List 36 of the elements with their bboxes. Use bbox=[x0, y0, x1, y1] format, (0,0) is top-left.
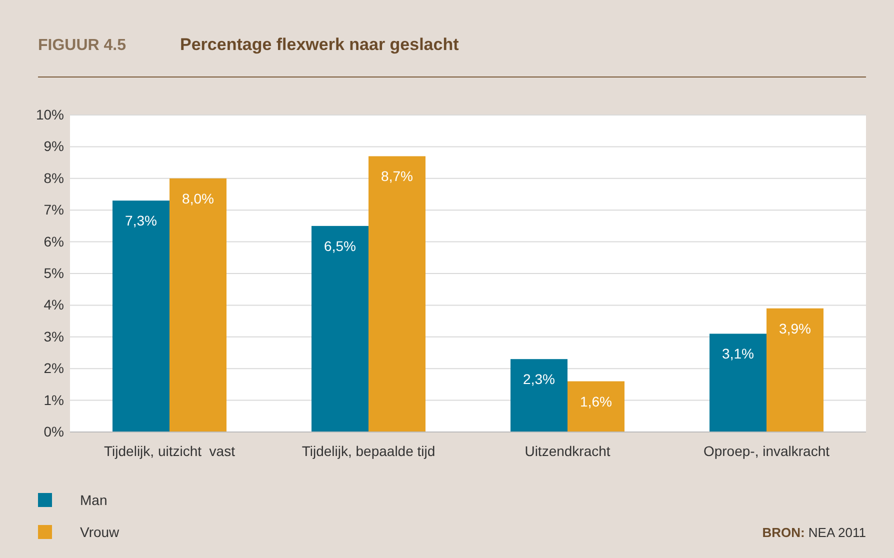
bar bbox=[368, 156, 426, 432]
x-tick-label: Tijdelijk, uitzicht vast bbox=[104, 442, 236, 459]
data-label: 6,5% bbox=[324, 238, 356, 254]
x-tick-label: Tijdelijk, bepaalde tijd bbox=[302, 442, 436, 459]
chart-title: Percentage flexwerk naar geslacht bbox=[180, 35, 460, 54]
x-tick-label: Oproep-, invalkracht bbox=[703, 442, 830, 459]
y-tick-label: 8% bbox=[44, 170, 64, 186]
legend-label: Vrouw bbox=[80, 524, 120, 540]
bar bbox=[766, 308, 824, 432]
y-tick-label: 4% bbox=[44, 296, 64, 313]
y-tick-label: 0% bbox=[44, 423, 64, 440]
bar bbox=[568, 381, 624, 432]
bar bbox=[170, 178, 226, 432]
y-tick-label: 7% bbox=[44, 202, 64, 218]
y-tick-label: 1% bbox=[44, 392, 64, 408]
data-label: 7,3% bbox=[125, 212, 157, 229]
text: FIGUUR 4.5 bbox=[38, 37, 126, 54]
bar bbox=[510, 359, 568, 432]
y-tick-label: 6% bbox=[44, 233, 64, 250]
data-label: 8,0% bbox=[182, 190, 214, 206]
data-label: 2,3% bbox=[523, 371, 555, 388]
legend-label: Man bbox=[80, 492, 108, 508]
bar bbox=[112, 200, 170, 432]
y-tick-label: 3% bbox=[44, 328, 64, 344]
data-label: 8,7% bbox=[381, 168, 413, 184]
x-tick-label: Uitzendkracht bbox=[524, 442, 610, 459]
y-tick-label: 9% bbox=[44, 138, 64, 154]
text: BRON: NEA 2011 bbox=[762, 525, 866, 540]
data-label: 3,1% bbox=[722, 346, 754, 362]
y-tick-label: 2% bbox=[44, 360, 64, 376]
y-tick-label: 5% bbox=[44, 264, 64, 281]
data-label: 1,6% bbox=[580, 393, 612, 410]
y-tick-label: 10% bbox=[36, 106, 64, 122]
data-label: 3,9% bbox=[779, 320, 811, 336]
bar bbox=[710, 334, 766, 432]
bar bbox=[312, 226, 368, 432]
